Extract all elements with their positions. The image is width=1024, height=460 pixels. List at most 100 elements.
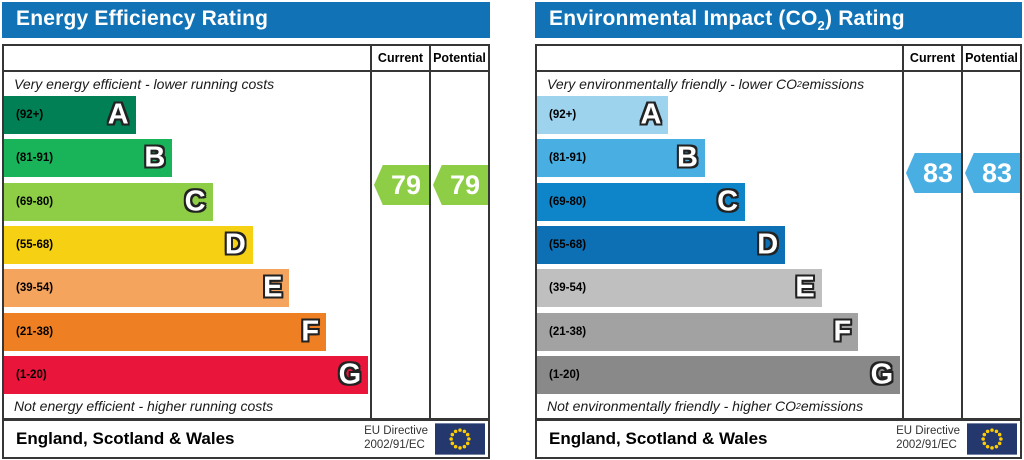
band-range-label: (21-38) xyxy=(16,325,54,338)
band-range-label: (39-54) xyxy=(549,282,587,295)
bands: (92+) A (81-91) B (69-80) C (55-68) D (39-54) E (2… xyxy=(4,96,370,394)
band-range-label: (92+) xyxy=(549,109,577,121)
bottom-caption: Not energy efficient - higher running co… xyxy=(4,394,370,418)
band-row-g: (1-20) G xyxy=(537,355,902,394)
band-bar-c: (69-80) C xyxy=(4,182,213,221)
band-range-label: (55-68) xyxy=(16,238,54,251)
potential-rating-value: 79 xyxy=(449,169,481,200)
region-label: England, Scotland & Wales xyxy=(549,429,768,448)
band-letter: A xyxy=(640,98,662,131)
band-row-c: (69-80) C xyxy=(4,182,370,221)
band-range-label: (69-80) xyxy=(549,195,587,208)
eu-flag-svg xyxy=(967,423,1017,455)
title-subscript: 2 xyxy=(817,18,825,34)
band-bar-b: (81-91) B xyxy=(4,139,173,178)
band-area: Very environmentally friendly - lower CO… xyxy=(537,72,902,418)
band-letter: B xyxy=(676,141,698,174)
potential-rating-arrow: 83 xyxy=(965,153,1020,193)
band-bar-d: (55-68) D xyxy=(537,225,786,264)
eu-directive-line1: EU Directive xyxy=(364,425,428,438)
eu-directive-label: EU Directive 2002/91/EC xyxy=(364,425,428,452)
current-rating-arrow: 79 xyxy=(374,165,429,205)
eu-flag-icon xyxy=(967,423,1017,455)
potential-rating-cell: 79 xyxy=(429,72,488,418)
potential-column-header: Potential xyxy=(429,46,488,72)
caption-text-post: emissions xyxy=(800,398,864,414)
band-area: Very energy efficient - lower running co… xyxy=(4,72,370,418)
energy-title-bar: Energy Efficiency Rating xyxy=(2,2,490,38)
band-range-label: (55-68) xyxy=(549,238,587,251)
band-bar-g: (1-20) G xyxy=(537,355,901,394)
band-bar-b: (81-91) B xyxy=(537,139,705,178)
band-range-label: (81-91) xyxy=(549,152,587,165)
band-letter: C xyxy=(184,185,206,218)
potential-rating-value: 83 xyxy=(981,157,1013,188)
band-letter: G xyxy=(870,358,894,391)
band-row-f: (21-38) F xyxy=(4,312,370,351)
environmental-impact-co2-rating-chart: Environmental Impact (CO2) Rating Curren… xyxy=(535,2,1022,459)
title-text-post: ) Rating xyxy=(824,6,905,30)
caption-text: Very energy efficient - lower running co… xyxy=(14,76,275,92)
top-caption: Very environmentally friendly - lower CO… xyxy=(537,72,902,96)
band-letter: B xyxy=(144,141,166,174)
band-bar-a: (92+) A xyxy=(4,96,136,134)
caption-text: Very environmentally friendly - lower CO xyxy=(547,76,798,92)
bottom-caption: Not environmentally friendly - higher CO… xyxy=(537,394,902,418)
band-range-label: (1-20) xyxy=(549,368,580,381)
top-caption: Very energy efficient - lower running co… xyxy=(4,72,370,96)
potential-column-header: Potential xyxy=(961,46,1020,72)
band-letter: C xyxy=(717,185,739,218)
energy-efficiency-rating-chart: Energy Efficiency Rating Current Potenti… xyxy=(2,2,490,459)
band-bar-g: (1-20) G xyxy=(4,355,369,394)
band-row-c: (69-80) C xyxy=(537,182,902,221)
band-letter: F xyxy=(833,315,852,348)
current-rating-value: 79 xyxy=(390,169,422,200)
band-bar-f: (21-38) F xyxy=(4,312,327,351)
region-label: England, Scotland & Wales xyxy=(16,429,235,448)
band-letter: E xyxy=(263,271,283,304)
co2-chart-footer: England, Scotland & Wales EU Directive 2… xyxy=(535,419,1022,459)
potential-rating-arrow: 79 xyxy=(433,165,488,205)
bands: (92+) A (81-91) B (69-80) C (55-68) D (39-54) E (2… xyxy=(537,96,902,394)
band-row-a: (92+) A xyxy=(537,96,902,134)
caption-text: Not environmentally friendly - higher CO xyxy=(547,398,796,414)
caption-subscript: 2 xyxy=(796,401,801,411)
eu-flag-svg xyxy=(435,423,485,455)
band-letter: D xyxy=(224,228,246,261)
energy-rating-table: Current Potential Very energy efficient … xyxy=(2,44,490,420)
title-text: Energy Efficiency Rating xyxy=(16,6,269,30)
band-row-g: (1-20) G xyxy=(4,355,370,394)
band-letter: F xyxy=(301,315,320,348)
band-row-e: (39-54) E xyxy=(537,269,902,308)
band-row-d: (55-68) D xyxy=(537,225,902,264)
band-letter: A xyxy=(107,98,129,131)
band-bar-f: (21-38) F xyxy=(537,312,859,351)
band-row-e: (39-54) E xyxy=(4,269,370,308)
band-row-b: (81-91) B xyxy=(4,139,370,178)
energy-chart-footer: England, Scotland & Wales EU Directive 2… xyxy=(2,419,490,459)
current-column-header: Current xyxy=(902,46,961,72)
band-row-d: (55-68) D xyxy=(4,225,370,264)
band-range-label: (81-91) xyxy=(16,152,54,165)
band-letter: D xyxy=(757,228,779,261)
band-row-f: (21-38) F xyxy=(537,312,902,351)
potential-rating-cell: 83 xyxy=(961,72,1020,418)
band-range-label: (39-54) xyxy=(16,282,54,295)
co2-rating-table: Current Potential Very environmentally f… xyxy=(535,44,1022,420)
band-letter: E xyxy=(795,271,815,304)
band-bar-c: (69-80) C xyxy=(537,182,746,221)
band-bar-e: (39-54) E xyxy=(537,269,822,308)
band-bar-a: (92+) A xyxy=(537,96,669,134)
co2-chart-title: Environmental Impact (CO2) Rating xyxy=(549,7,905,33)
header-spacer-cell xyxy=(537,46,902,72)
band-letter: G xyxy=(338,358,362,391)
eu-directive-label: EU Directive 2002/91/EC xyxy=(896,425,960,452)
band-range-label: (69-80) xyxy=(16,195,54,208)
eu-directive-line1: EU Directive xyxy=(896,425,960,438)
caption-text: Not energy efficient - higher running co… xyxy=(14,398,274,414)
title-text: Environmental Impact (CO xyxy=(549,6,818,30)
caption-text-post: emissions xyxy=(801,76,865,92)
band-row-b: (81-91) B xyxy=(537,139,902,178)
current-rating-cell: 79 xyxy=(370,72,429,418)
energy-chart-title: Energy Efficiency Rating xyxy=(16,7,268,33)
